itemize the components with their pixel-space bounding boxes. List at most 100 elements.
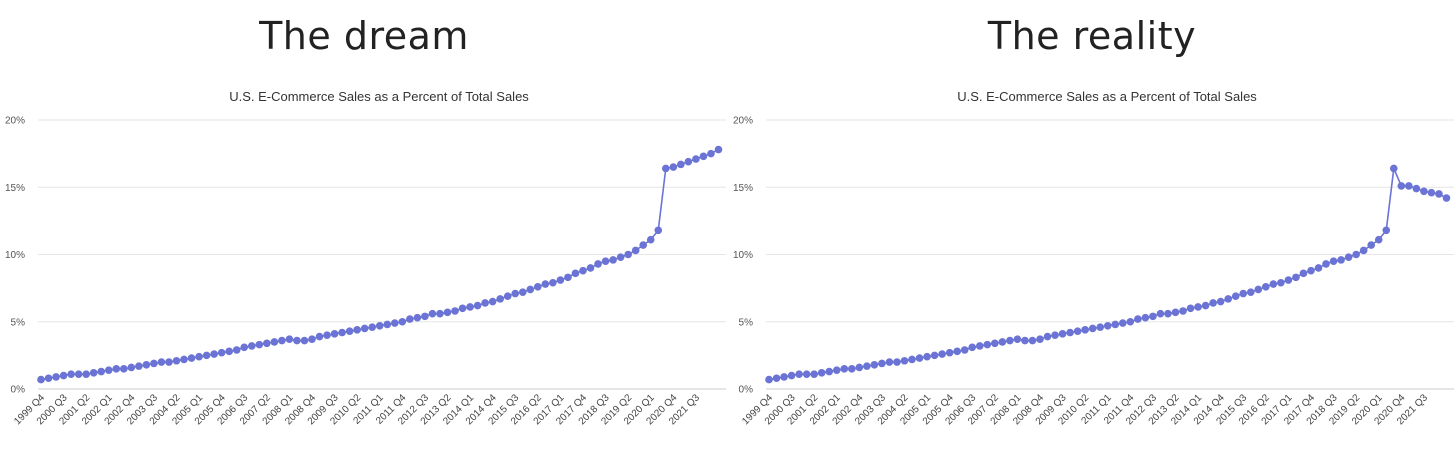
data-point xyxy=(1058,330,1067,338)
y-tick-label: 5% xyxy=(739,317,754,328)
data-point xyxy=(255,340,264,349)
y-tick-label: 20% xyxy=(5,116,25,127)
data-point xyxy=(707,149,715,158)
data-point xyxy=(991,339,999,348)
chart-reality: U.S. E-Commerce Sales as a Percent of To… xyxy=(733,89,1454,427)
panel-reality: The reality U.S. E-Commerce Sales as a P… xyxy=(728,0,1456,454)
data-point xyxy=(855,363,864,372)
data-point xyxy=(97,367,106,376)
data-point xyxy=(240,343,249,352)
data-point xyxy=(840,365,849,373)
data-point xyxy=(765,375,773,384)
y-tick-label: 10% xyxy=(5,250,25,261)
data-point xyxy=(1435,190,1443,198)
data-point xyxy=(74,370,83,379)
data-point xyxy=(398,317,407,326)
data-point xyxy=(1246,288,1255,296)
data-point xyxy=(406,315,414,323)
data-point xyxy=(481,299,489,307)
data-point xyxy=(1427,188,1436,197)
data-point xyxy=(375,321,384,330)
data-point xyxy=(1382,226,1391,235)
data-point xyxy=(338,328,346,337)
data-point xyxy=(473,301,482,310)
data-point xyxy=(52,373,60,381)
data-point xyxy=(564,273,572,282)
data-point xyxy=(413,313,422,322)
data-point xyxy=(945,348,954,357)
data-point xyxy=(428,309,437,318)
data-point xyxy=(518,288,527,296)
data-point xyxy=(300,336,309,345)
data-point xyxy=(863,362,871,370)
data-point xyxy=(247,342,256,350)
data-point xyxy=(1118,319,1127,327)
data-point xyxy=(624,250,632,259)
data-point xyxy=(669,163,678,171)
data-point xyxy=(586,264,595,272)
data-point xyxy=(1141,313,1150,322)
data-point xyxy=(104,366,113,374)
data-point xyxy=(308,335,316,344)
data-point xyxy=(1216,297,1225,306)
data-point xyxy=(89,369,98,377)
data-point xyxy=(1081,326,1089,334)
data-point xyxy=(549,278,557,287)
data-point xyxy=(526,285,535,294)
data-point xyxy=(1201,301,1210,310)
data-point xyxy=(692,155,700,163)
data-point xyxy=(900,356,909,365)
data-point xyxy=(165,358,173,366)
data-point xyxy=(112,365,121,373)
data-point xyxy=(1073,327,1082,335)
data-point xyxy=(180,355,188,364)
data-point xyxy=(1043,332,1052,341)
data-point xyxy=(802,370,811,379)
data-point xyxy=(135,362,143,370)
data-point xyxy=(278,336,286,345)
data-point xyxy=(1209,299,1217,307)
y-tick-label: 5% xyxy=(11,317,26,328)
data-point xyxy=(217,348,226,357)
series-line xyxy=(768,165,1447,381)
data-point xyxy=(616,253,625,261)
data-point xyxy=(772,374,781,383)
y-tick-label: 0% xyxy=(739,385,754,396)
data-point xyxy=(795,370,803,379)
data-point xyxy=(323,331,331,340)
data-point xyxy=(1359,246,1368,255)
data-point xyxy=(601,257,610,266)
data-point xyxy=(1149,312,1157,321)
data-point xyxy=(210,350,218,358)
data-point xyxy=(1134,315,1142,323)
data-point xyxy=(1013,335,1022,344)
data-point xyxy=(1224,295,1232,303)
data-point xyxy=(684,157,693,166)
data-point xyxy=(1389,164,1398,173)
data-point xyxy=(1231,292,1240,300)
data-point xyxy=(1344,253,1353,261)
chart-title: U.S. E-Commerce Sales as a Percent of To… xyxy=(957,89,1257,104)
data-point xyxy=(150,359,158,368)
data-point xyxy=(817,369,826,377)
data-point xyxy=(443,308,452,317)
heading-dream: The dream xyxy=(259,14,469,58)
panel-dream: The dream U.S. E-Commerce Sales as a Per… xyxy=(5,14,726,427)
data-point xyxy=(232,346,241,354)
data-point xyxy=(923,352,931,361)
data-point xyxy=(59,371,68,380)
data-point xyxy=(315,332,324,341)
data-point xyxy=(1314,264,1323,272)
data-point xyxy=(594,260,602,268)
data-point xyxy=(1405,182,1413,190)
data-point xyxy=(1254,285,1263,294)
data-point xyxy=(915,354,924,362)
data-point xyxy=(285,335,294,344)
data-point xyxy=(908,355,916,364)
data-point xyxy=(1277,278,1285,287)
data-point xyxy=(534,282,542,291)
data-point xyxy=(263,339,271,348)
data-point xyxy=(631,246,640,255)
data-point xyxy=(579,266,587,275)
data-point xyxy=(1397,182,1406,190)
